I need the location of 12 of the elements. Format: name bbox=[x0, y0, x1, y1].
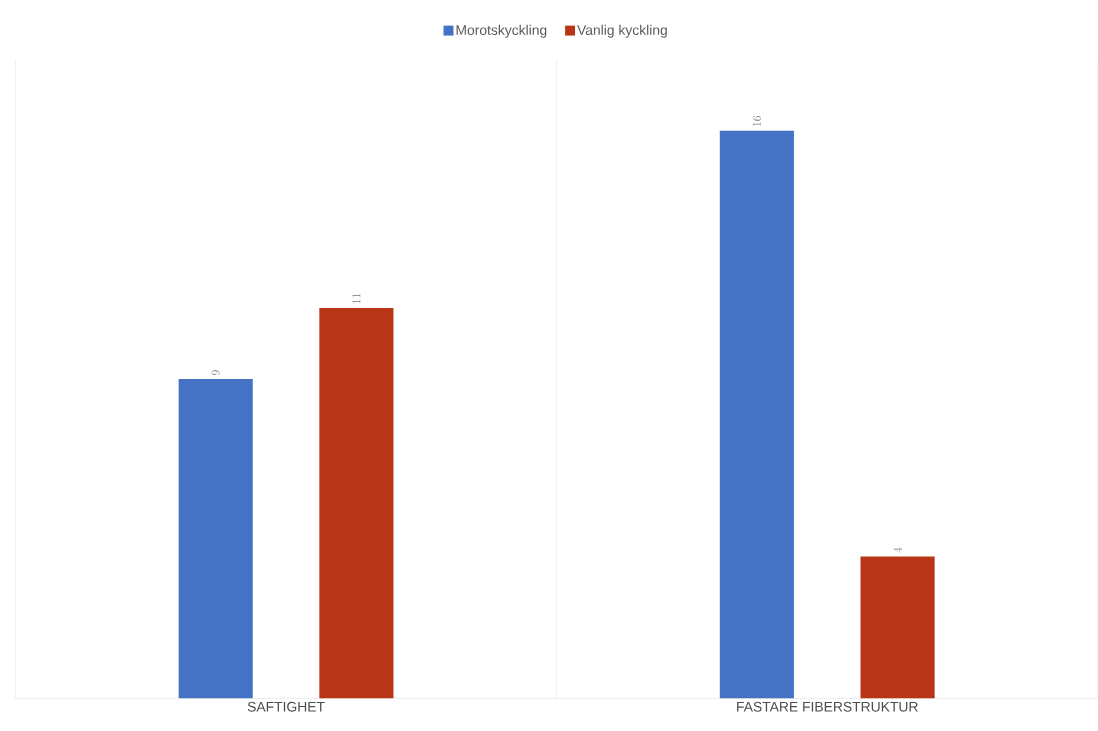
bar bbox=[178, 378, 253, 699]
x-tick-label: SAFTIGHET bbox=[247, 701, 325, 712]
data-label: 16 bbox=[752, 115, 761, 126]
legend-label: Morotskyckling bbox=[456, 24, 547, 38]
data-label: 11 bbox=[352, 293, 361, 304]
data-label: 4 bbox=[893, 547, 902, 553]
legend-label: Vanlig kyckling bbox=[577, 24, 667, 38]
data-label: 9 bbox=[211, 370, 220, 375]
bar bbox=[719, 130, 794, 699]
bar bbox=[860, 556, 935, 699]
bar bbox=[319, 307, 394, 699]
x-tick-label: FASTARE FIBERSTRUKTUR bbox=[737, 701, 918, 712]
